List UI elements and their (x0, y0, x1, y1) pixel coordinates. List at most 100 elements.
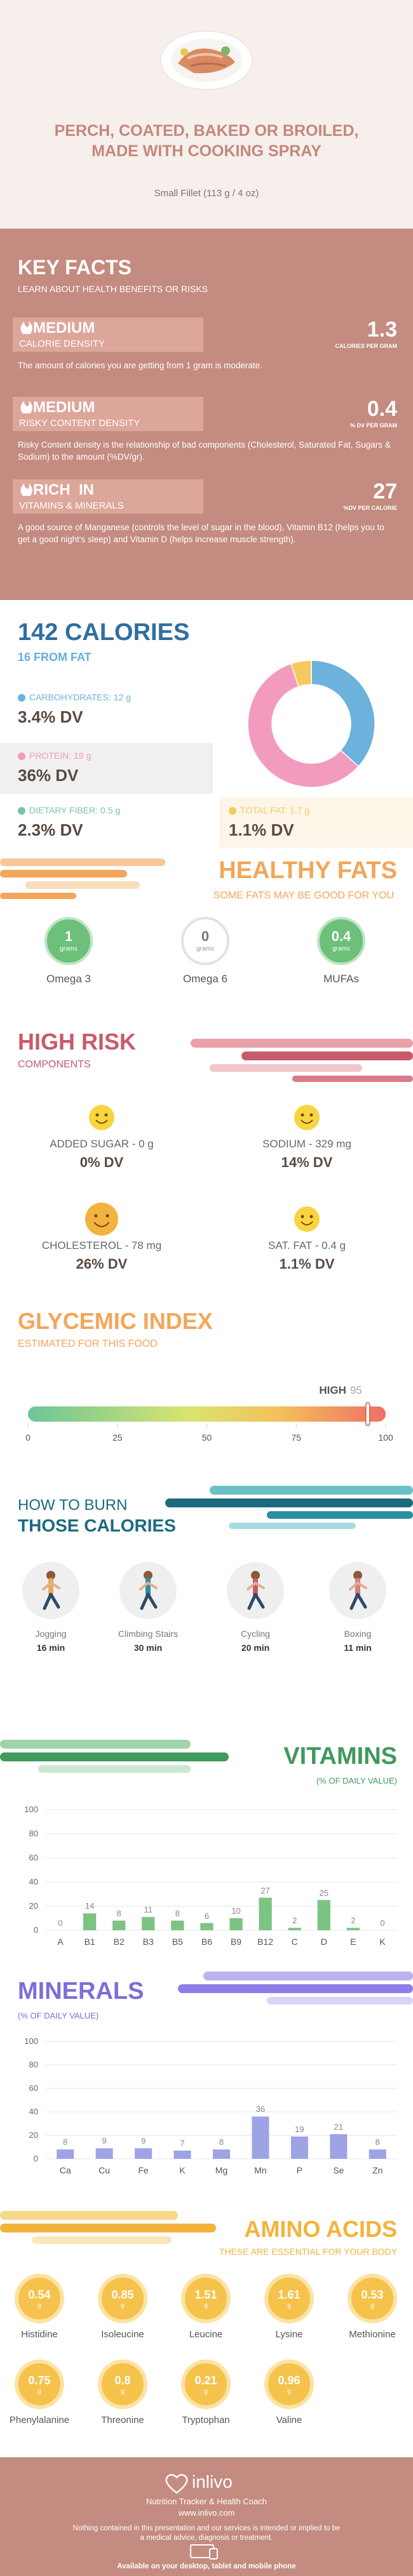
decor-stripe (267, 1511, 413, 1519)
fat-circle (44, 917, 93, 965)
bar (95, 2148, 113, 2159)
bar (330, 2134, 348, 2159)
x-tick-label: 100 (378, 1432, 393, 1443)
fat-unit: grams (196, 945, 214, 952)
risk-icon (85, 1203, 118, 1236)
y-tick-label: 100 (24, 1805, 38, 1814)
activity-time: 30 min (133, 1643, 163, 1653)
risk-icon-mouth (93, 1222, 110, 1227)
decor-stripe (229, 1523, 356, 1529)
fact-description: A good source of Manganese (controls the… (18, 523, 384, 544)
activity-time: 20 min (241, 1643, 270, 1653)
activity-name: Climbing Stairs (118, 1629, 179, 1639)
food-image (160, 30, 253, 90)
x-tick-label: K (379, 1937, 386, 1947)
amino-name: Tryptophan (182, 2415, 230, 2426)
risk-icon-eye (105, 1214, 109, 1218)
x-tick-label: Mn (254, 2165, 267, 2175)
y-tick-label: 80 (29, 1829, 38, 1838)
section-title: HOW TO BURN (18, 1497, 128, 1514)
nutrient-dv: 36% DV (18, 766, 79, 785)
calories-subtitle: 16 FROM FAT (18, 651, 91, 664)
amino-value: 1.61 (278, 2288, 301, 2301)
chart-title: MINERALS (18, 1978, 144, 2005)
bar (252, 2116, 269, 2159)
fact-name: VITAMINS & MINERALS (19, 500, 124, 511)
bar (83, 1913, 97, 1930)
value-label: 8 (219, 2137, 224, 2147)
y-tick-label: 80 (29, 2060, 38, 2069)
decor-stripe (267, 1997, 413, 2005)
fat-value: 0.4 (331, 928, 351, 944)
fact-tag (13, 317, 203, 352)
decor-stripe (210, 1486, 413, 1495)
x-tick-label: 50 (201, 1432, 212, 1443)
activity-legs (247, 1592, 265, 1610)
risk-dv: 14% DV (281, 1154, 333, 1170)
activity-time: 16 min (36, 1643, 65, 1653)
amino-circle (264, 2274, 314, 2323)
amino-unit: g (37, 2302, 41, 2309)
risk-icon-eye (309, 1113, 313, 1117)
x-tick-label: K (179, 2165, 186, 2175)
fact-level: MEDIUM (33, 319, 95, 337)
bar (200, 1923, 213, 1930)
value-label: 8 (116, 1908, 121, 1918)
x-tick-label: Se (333, 2165, 344, 2175)
activity-arms (247, 1581, 265, 1591)
y-tick-label: 0 (33, 2154, 38, 2163)
x-tick-label: Fe (138, 2165, 149, 2175)
fact-unit: CALORIES PER GRAM (335, 343, 397, 349)
bar (288, 1928, 301, 1930)
activity-arms (349, 1581, 367, 1591)
bar (259, 1897, 272, 1930)
x-tick-label: B3 (142, 1937, 154, 1947)
section-title: GLYCEMIC INDEX (18, 1308, 213, 1334)
chart-title: VITAMINS (283, 1743, 397, 1770)
fat-value: 1 (64, 928, 73, 944)
amino-circle (264, 2359, 314, 2409)
bar (112, 1920, 126, 1930)
x-tick-label: 0 (25, 1432, 30, 1443)
gi-bar (28, 1406, 386, 1422)
availability: Available on your desktop, tablet and mo… (117, 2563, 296, 2570)
fact-unit: %DV PER CALORIE (343, 505, 397, 511)
activity-legs (43, 1592, 60, 1610)
x-tick-label: 25 (112, 1432, 123, 1443)
decor-stripe (38, 1765, 191, 1773)
x-tick-label: Ca (59, 2165, 71, 2175)
y-tick-label: 60 (29, 1853, 38, 1862)
legend-dot (229, 807, 236, 815)
amino-unit: g (204, 2388, 208, 2395)
decor-stripe (292, 1076, 413, 1082)
footer-background (0, 2457, 413, 2576)
legend-dot (18, 752, 25, 760)
highlight-band (219, 797, 413, 848)
section-title: KEY FACTS (18, 256, 132, 279)
activity-name: Jogging (35, 1629, 67, 1639)
donut-slice (311, 660, 376, 768)
value-label: 2 (292, 1916, 297, 1926)
bar (290, 2136, 308, 2159)
amino-circle (15, 2359, 64, 2409)
bar (212, 2149, 231, 2159)
decor-stripe (210, 1064, 362, 1072)
amino-unit: g (370, 2302, 374, 2309)
amino-name: Leucine (189, 2329, 223, 2340)
decor-stripe (0, 2211, 178, 2220)
fat-name: Omega 3 (46, 973, 91, 985)
decor-stripe (0, 893, 76, 899)
section-subtitle: ESTIMATED FOR THIS FOOD (18, 1338, 158, 1349)
value-label: 27 (261, 1885, 270, 1895)
risk-label: CHOLESTEROL - 78 mg (41, 1239, 162, 1251)
x-tick-label: Mg (215, 2165, 228, 2175)
x-tick-label: Cu (98, 2165, 111, 2175)
fact-tag (13, 479, 203, 514)
x-tick-label: B2 (113, 1937, 125, 1947)
value-label: 9 (140, 2136, 146, 2146)
risk-icon-eye (94, 1214, 98, 1218)
nutrient-label: CARBOHYDRATES: 12 g (29, 692, 132, 702)
fat-unit: grams (332, 945, 350, 952)
nutrient-label: TOTAL FAT: 1.7 g (240, 805, 310, 815)
